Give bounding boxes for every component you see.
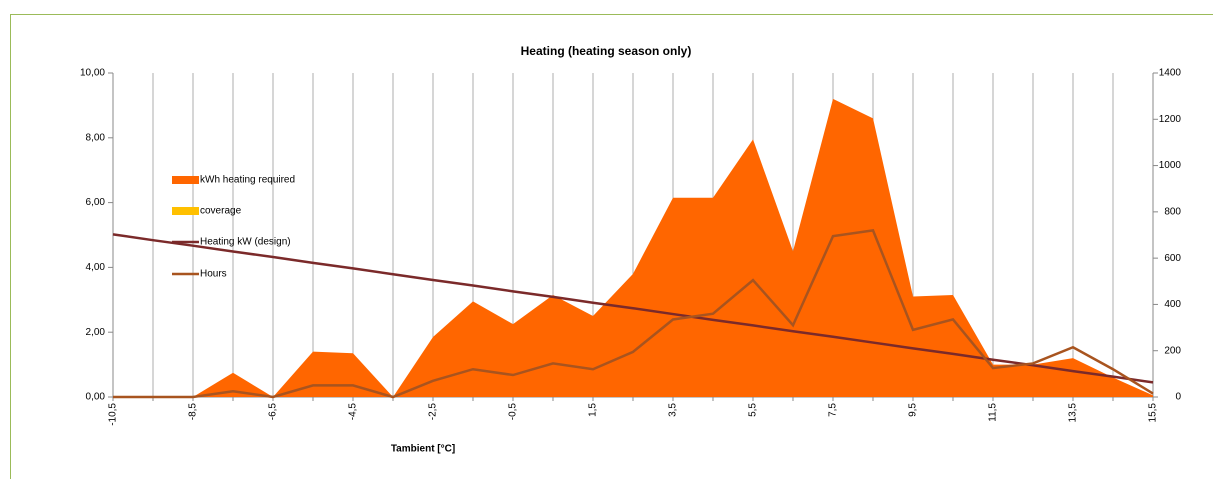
x-tick-label: 13,5 xyxy=(1068,403,1079,423)
y2-tick-label: 0 xyxy=(1175,392,1181,403)
line xyxy=(113,228,1154,399)
chart-title: Heating (heating season only) xyxy=(521,44,692,58)
x-tick-label: -10,5 xyxy=(108,403,119,426)
y-tick-label: 10,00 xyxy=(80,68,105,79)
x-tick-label: 5,5 xyxy=(748,403,759,417)
chart-frame xyxy=(10,14,1213,479)
y2-tick-label: 400 xyxy=(1164,299,1181,310)
y-tick-label: 4,00 xyxy=(86,262,106,273)
x-tick-label: -6,5 xyxy=(268,403,279,421)
legend-swatch xyxy=(172,207,199,215)
line xyxy=(112,233,1154,384)
x-tick-label: 11,5 xyxy=(988,403,999,422)
legend-swatch xyxy=(172,176,199,184)
y2-tick-label: 600 xyxy=(1164,253,1181,264)
y-tick-label: 6,00 xyxy=(86,197,106,208)
y-tick-label: 8,00 xyxy=(86,132,106,143)
x-tick-label: 7,5 xyxy=(828,403,839,417)
x-tick-label: 9,5 xyxy=(908,403,919,417)
x-tick-label: 3,5 xyxy=(668,403,679,417)
y-tick-label: 0,00 xyxy=(86,392,106,403)
y2-tick-label: 1400 xyxy=(1159,68,1182,79)
y2-tick-label: 1000 xyxy=(1159,160,1182,171)
x-tick-label: 1,5 xyxy=(588,403,599,417)
x-axis-label: Tambient [°C] xyxy=(391,444,455,455)
y2-tick-label: 800 xyxy=(1164,206,1181,217)
x-tick-label: -4,5 xyxy=(348,403,359,421)
y2-tick-label: 200 xyxy=(1164,345,1181,356)
legend-label: kWh heating required xyxy=(200,175,295,186)
area xyxy=(113,98,1153,398)
x-tick-label: -0,5 xyxy=(508,403,519,421)
x-tick-label: 15,5 xyxy=(1148,403,1159,423)
y2-tick-label: 1200 xyxy=(1159,114,1182,125)
x-tick-label: -2,5 xyxy=(428,403,439,421)
y-tick-label: 2,00 xyxy=(86,327,106,338)
legend-label: coverage xyxy=(200,206,242,217)
legend-label: Hours xyxy=(200,269,227,280)
legend-label: Heating kW (design) xyxy=(200,237,291,248)
x-tick-label: -8,5 xyxy=(188,403,199,421)
